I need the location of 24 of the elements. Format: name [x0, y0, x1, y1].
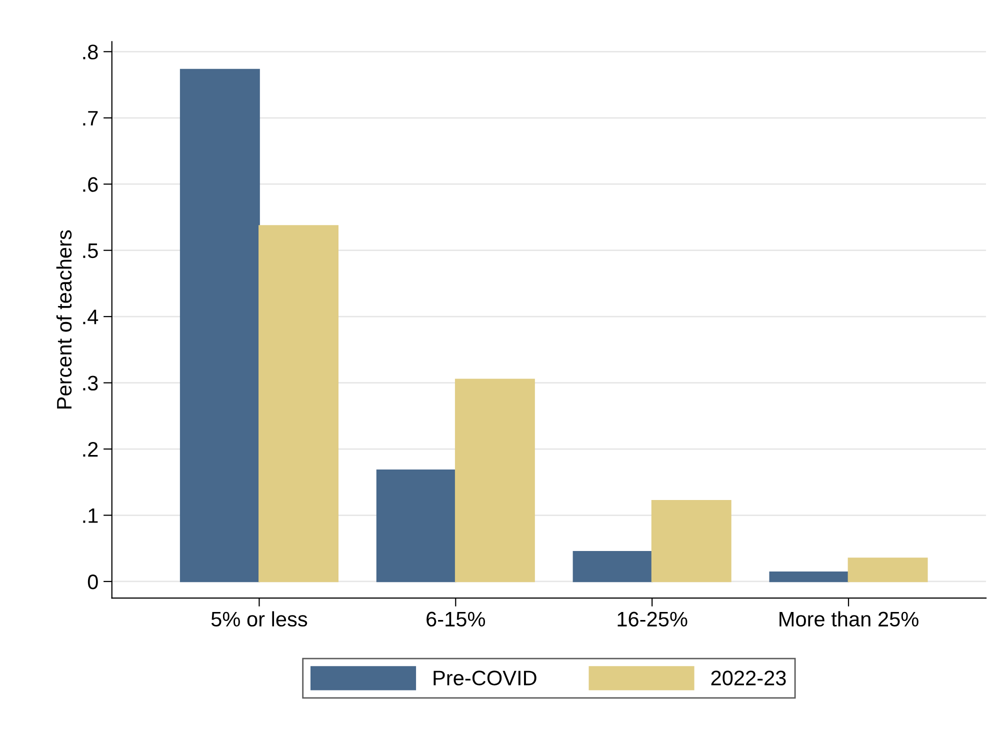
y-tick-label: .1 — [83, 508, 98, 523]
bar — [848, 558, 928, 582]
y-tick-label: 0 — [88, 574, 98, 590]
bar — [769, 572, 850, 582]
y-tick-label: .3 — [83, 376, 98, 391]
y-axis-title: Percent of teachers — [56, 230, 72, 408]
y-tick-label: .4 — [83, 310, 98, 324]
bar — [180, 68, 260, 582]
x-tick-label: 16-25% — [618, 612, 688, 627]
x-tick-label: 6-15% — [426, 612, 486, 627]
y-tick-label: .8 — [83, 44, 98, 60]
y-tick-label: .2 — [83, 442, 98, 457]
bar — [651, 500, 732, 582]
bar — [572, 550, 653, 582]
x-tick-label: 5% or less — [211, 611, 308, 627]
bar — [376, 470, 456, 582]
y-tick-label: .6 — [83, 177, 98, 192]
y-tick-label: .7 — [83, 111, 98, 126]
bar — [454, 378, 535, 582]
legend-label: 2022-23 — [711, 670, 786, 686]
bar — [258, 225, 338, 582]
x-tick-label: More than 25% — [780, 611, 918, 627]
legend-label: Pre-COVID — [434, 670, 536, 686]
y-tick-label: .5 — [83, 244, 98, 258]
